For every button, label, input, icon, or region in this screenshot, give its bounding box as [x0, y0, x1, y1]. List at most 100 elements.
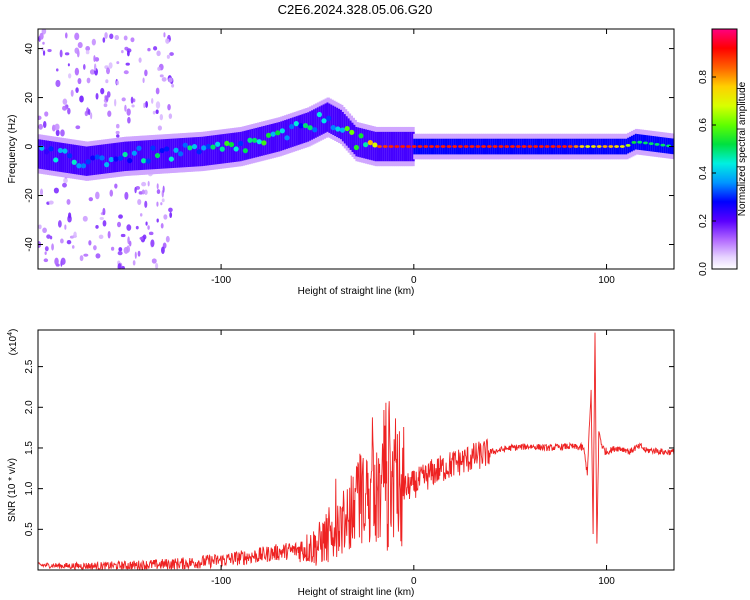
noise-speckle [155, 109, 159, 114]
noise-speckle [169, 52, 174, 56]
ridge-blob [168, 156, 174, 162]
ridge-body [127, 141, 132, 171]
ridge-body [102, 144, 107, 174]
ridge-body [553, 138, 558, 155]
ridge-body [455, 138, 460, 155]
noise-speckle [145, 100, 149, 108]
noise-speckle [60, 257, 66, 265]
noise-speckle [95, 225, 99, 229]
ridge-blob [643, 141, 648, 145]
noise-speckle [82, 215, 88, 222]
noise-speckle [48, 200, 54, 205]
ridge-body [634, 133, 639, 150]
noise-speckle [74, 47, 80, 54]
ridge-body [126, 141, 130, 171]
snr-plot-area [38, 332, 674, 570]
ridge-body [341, 111, 346, 142]
ridge-blob [349, 129, 355, 135]
ridge-blob [400, 145, 406, 148]
ridge-body [89, 146, 93, 176]
ridge-body [507, 138, 512, 155]
ridge-body [657, 136, 662, 153]
noise-speckle [55, 79, 61, 88]
noise-speckle [117, 263, 122, 269]
y-tick-label: 2.5 [24, 359, 35, 373]
noise-speckle [67, 63, 70, 67]
ridge-blob [625, 143, 631, 147]
ridge-body [264, 125, 269, 155]
noise-speckle [124, 104, 127, 112]
x-tick-label: 0 [411, 576, 417, 587]
noise-speckle [139, 213, 143, 217]
ridge-body [143, 140, 147, 170]
noise-speckle [98, 234, 104, 240]
ridge-blob [210, 144, 216, 150]
ridge-body [361, 128, 365, 158]
ridge-blob [339, 127, 346, 133]
ridge-body [141, 140, 145, 170]
y-axis-label: SNR (10 * v/v) [7, 458, 18, 522]
ridge-body [54, 141, 59, 172]
noise-speckle [144, 200, 148, 209]
ridge-body [147, 140, 151, 170]
ridge-body [106, 143, 111, 174]
ridge-blob [127, 158, 133, 164]
ridge-body [228, 133, 232, 163]
ridge-body [232, 132, 236, 163]
noise-speckle [41, 29, 47, 35]
noise-speckle [63, 177, 68, 184]
ridge-body [314, 108, 319, 138]
ridge-body [629, 136, 633, 153]
noise-speckle [126, 108, 131, 116]
noise-speckle [163, 214, 168, 220]
x-tick-label: 100 [598, 576, 615, 587]
colorbar-label: Normalized spectral amplitude [737, 81, 748, 216]
ridge-blob [80, 163, 87, 169]
ridge-blob [136, 145, 142, 151]
ridge-blob [302, 122, 309, 129]
ridge-blob [363, 142, 369, 148]
ridge-blob [265, 132, 272, 138]
noise-speckle [74, 32, 80, 41]
ridge-body [241, 131, 246, 161]
noise-speckle [117, 221, 122, 228]
ridge-blob [71, 159, 77, 165]
ridge-blob [469, 145, 475, 148]
ridge-body [193, 137, 197, 167]
noise-speckle [62, 105, 68, 111]
noise-speckle [39, 32, 44, 40]
noise-speckle [66, 198, 71, 205]
ridge-body [247, 129, 251, 160]
noise-speckle [83, 63, 86, 70]
noise-speckle [147, 47, 151, 52]
ridge-body [208, 135, 213, 166]
ridge-body [355, 126, 359, 157]
ridge-body [316, 107, 321, 137]
noise-speckle [157, 125, 163, 131]
ridge-blob [252, 137, 258, 143]
noise-speckle [47, 48, 52, 53]
noise-speckle [155, 87, 160, 95]
ridge-blob [367, 139, 373, 146]
ridge-blob [330, 125, 336, 131]
noise-speckle [91, 38, 96, 46]
ridge-blob [326, 115, 332, 121]
y-tick-label: 1.5 [24, 441, 35, 455]
ridge-body [210, 135, 215, 165]
ridge-blob [394, 145, 400, 148]
ridge-blob [293, 121, 299, 127]
ridge-blob [498, 145, 504, 148]
noise-speckle [74, 67, 80, 76]
ridge-body [75, 145, 80, 175]
noise-speckle [121, 266, 125, 269]
ridge-body [318, 106, 323, 136]
y-tick-label: -20 [24, 188, 35, 203]
ridge-body [201, 136, 205, 167]
ridge-body [270, 124, 274, 154]
noise-speckle [141, 181, 147, 187]
ridge-body [299, 114, 303, 145]
ridge-body [216, 134, 221, 165]
ridge-body [548, 138, 552, 155]
ridge-body [153, 139, 157, 170]
